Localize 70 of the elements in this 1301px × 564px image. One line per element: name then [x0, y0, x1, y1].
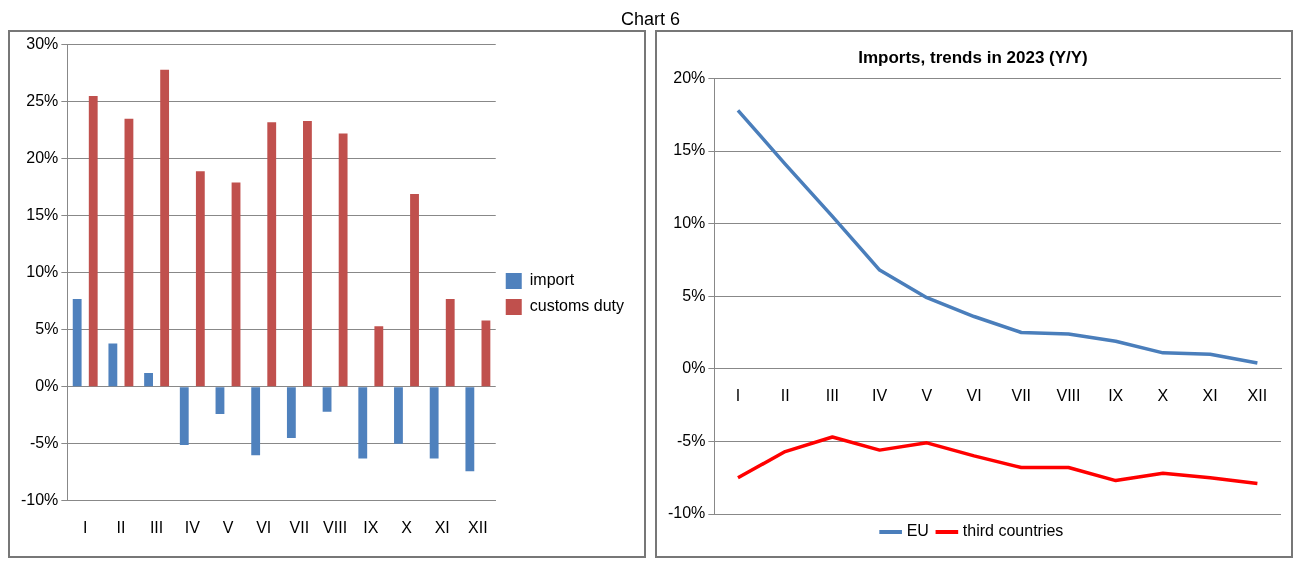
x-tick-label: X — [1157, 386, 1169, 404]
bar — [374, 326, 384, 387]
y-tick-label: -5% — [676, 431, 706, 449]
y-tick-label: 20% — [673, 68, 706, 86]
bar — [338, 133, 348, 387]
bar — [215, 387, 225, 415]
bar — [322, 387, 332, 412]
caption: Chart 6 — [620, 9, 681, 29]
legend-label: import — [529, 271, 575, 289]
x-tick-label: I — [735, 386, 741, 404]
x-tick-label: IV — [872, 386, 888, 404]
x-tick-label: V — [921, 386, 933, 404]
bar — [72, 298, 82, 387]
legend-label: EU — [906, 522, 929, 540]
bar — [429, 387, 439, 459]
y-tick-label: 15% — [26, 206, 59, 224]
y-tick-label: 0% — [35, 377, 59, 395]
bar — [195, 171, 205, 387]
y-tick-label: 15% — [673, 141, 706, 159]
legend-label: third countries — [962, 522, 1064, 540]
x-tick-label: II — [116, 518, 126, 536]
bar — [179, 387, 189, 445]
bar — [465, 387, 475, 472]
y-tick-label: 30% — [26, 35, 59, 53]
x-tick-label: V — [222, 518, 234, 536]
x-tick-label: X — [401, 518, 413, 536]
y-tick-label: 10% — [26, 263, 59, 281]
bar — [303, 121, 312, 387]
y-tick-label: -10% — [20, 491, 59, 509]
legend-label: customs duty — [529, 297, 625, 315]
x-tick-label: XII — [1247, 386, 1268, 404]
y-tick-label: 20% — [26, 149, 59, 167]
y-tick-label: 25% — [26, 92, 59, 110]
x-tick-label: III — [825, 386, 840, 404]
x-tick-label: III — [149, 518, 164, 536]
x-tick-label: XII — [468, 518, 488, 536]
bar — [144, 373, 153, 387]
bar — [160, 69, 170, 387]
bar — [358, 387, 368, 459]
bar — [286, 387, 296, 439]
bar — [394, 387, 403, 444]
bar — [445, 298, 455, 387]
bar — [231, 182, 241, 387]
bar — [410, 194, 419, 387]
x-tick-label: IV — [184, 518, 201, 536]
bar — [251, 387, 261, 456]
bar — [108, 343, 118, 387]
x-tick-label: XI — [434, 518, 450, 536]
bar — [481, 320, 491, 387]
x-tick-label: II — [780, 386, 790, 404]
x-tick-label: VI — [256, 518, 272, 536]
y-tick-label: 10% — [673, 214, 706, 232]
chart-title: Imports, trends in 2023 (Y/Y) — [858, 47, 1088, 67]
x-tick-label: IX — [363, 518, 379, 536]
y-tick-label: -10% — [667, 504, 706, 522]
bar — [124, 118, 134, 387]
y-tick-label: 5% — [682, 286, 706, 304]
y-tick-label: -5% — [29, 434, 59, 452]
x-tick-label: VII — [1011, 386, 1032, 404]
x-tick-label: I — [82, 518, 88, 536]
y-tick-label: 5% — [35, 320, 59, 338]
x-tick-label: XI — [1202, 386, 1218, 404]
x-tick-label: VIII — [1056, 386, 1081, 404]
x-tick-label: IX — [1108, 386, 1124, 404]
bar — [267, 122, 277, 387]
x-tick-label: VIII — [323, 518, 348, 536]
x-tick-label: VI — [966, 386, 982, 404]
x-tick-label: VII — [289, 518, 310, 536]
bar — [88, 95, 98, 387]
y-tick-label: 0% — [682, 359, 706, 377]
